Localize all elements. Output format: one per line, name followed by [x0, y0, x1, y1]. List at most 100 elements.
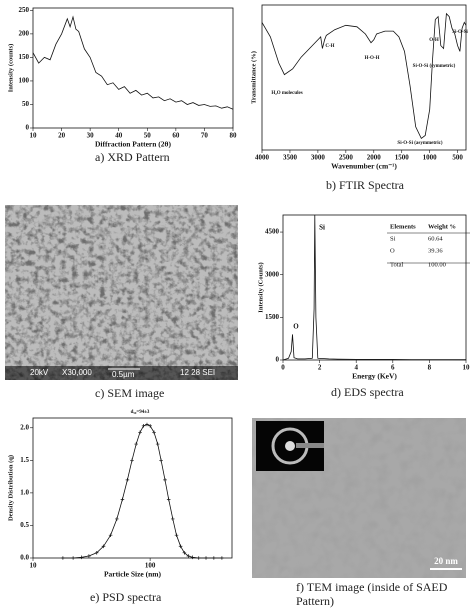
caption: f) TEM image (inside of SAED Pattern): [296, 580, 448, 608]
x-tick-label: 30: [87, 132, 95, 140]
sem-label: X30,000: [62, 368, 92, 377]
data-line: [62, 424, 222, 559]
point: [125, 478, 130, 482]
x-tick-label: 10: [30, 562, 38, 570]
point: [138, 430, 142, 435]
point: [71, 556, 75, 560]
x-tick-label: 10: [463, 364, 471, 372]
point: [155, 442, 160, 446]
y-tick-label: 200: [19, 29, 30, 37]
y-tick-label: 250: [19, 6, 30, 14]
plot-frame: [32, 417, 233, 559]
point: [159, 458, 163, 463]
point: [163, 478, 167, 482]
sem-info-bar: [5, 366, 238, 380]
x-tick-label: 2000: [367, 154, 382, 162]
table-cell: Total: [390, 261, 403, 268]
point: [120, 497, 125, 502]
table-header: Elements: [390, 223, 416, 230]
data-line: [282, 214, 467, 361]
annotation: Si: [319, 224, 325, 232]
point: [212, 556, 216, 560]
point: [94, 550, 99, 555]
point: [174, 533, 179, 538]
y-tick-label: 150: [19, 53, 30, 61]
annotation: Si-O-Si (symmetric): [413, 64, 456, 69]
caption: d) EDS spectra: [331, 385, 404, 399]
x-tick-label: 8: [428, 364, 432, 372]
annotation: C-H: [325, 44, 334, 49]
point: [148, 424, 152, 428]
point: [130, 458, 134, 463]
caption: c) SEM image: [95, 386, 165, 400]
x-tick-label: 40: [115, 132, 123, 140]
annotation: d₅₀=94±3: [131, 410, 150, 415]
x-axis-label: Energy (KeV): [352, 372, 397, 381]
plot-frame: [282, 214, 467, 361]
point: [178, 544, 183, 549]
point: [101, 544, 106, 549]
table-header: Weight %: [428, 223, 456, 230]
saed-center: [285, 441, 295, 451]
x-axis-label: Wavenumber (cm⁻¹): [331, 162, 397, 171]
y-axis-label: Density Distribution (q): [7, 455, 14, 521]
y-axis-label: Intensity (counts): [7, 44, 14, 93]
annotation: Si-O-Si: [452, 30, 468, 35]
annotation: H-O-H: [365, 56, 380, 61]
x-axis-label: Diffraction Pattern (2θ): [95, 140, 171, 149]
y-tick-label: 50: [22, 100, 30, 108]
x-tick-label: 4: [354, 364, 358, 372]
point: [87, 554, 91, 558]
saed-beam-stop: [296, 443, 324, 448]
data-line: [261, 12, 467, 140]
x-tick-label: 1000: [423, 154, 438, 162]
point: [166, 497, 171, 502]
caption: a) XRD Pattern: [95, 150, 170, 164]
table-cell: 60.64: [428, 235, 443, 242]
point: [145, 422, 149, 427]
x-tick-label: 100: [145, 562, 156, 570]
point: [196, 556, 201, 560]
x-tick-label: 500: [452, 154, 463, 162]
point: [115, 517, 119, 521]
y-tick-label: 0: [276, 356, 280, 364]
x-tick-label: 4000: [255, 154, 270, 162]
caption: e) PSD spectra: [90, 590, 162, 604]
point: [204, 556, 208, 560]
point: [170, 517, 175, 521]
plot-frame: [32, 7, 234, 129]
sem-label: 20kV: [30, 368, 49, 377]
annotation: O-H: [429, 38, 439, 43]
x-axis-label: Particle Size (nm): [104, 570, 162, 579]
x-tick-label: 60: [172, 132, 180, 140]
x-tick-label: 3500: [283, 154, 298, 162]
sem-label: 12 28 SEI: [180, 368, 215, 377]
x-tick-label: 2: [318, 364, 322, 372]
table-cell: 100.00: [428, 261, 446, 268]
table-cell: Si: [390, 235, 396, 242]
tem-label: 20 nm: [434, 556, 458, 566]
annotation: H₂O molecules: [271, 91, 302, 96]
point: [186, 554, 191, 558]
point: [190, 555, 195, 560]
y-tick-label: 1500: [265, 313, 280, 321]
annotation: Si-O-Si (asymmetric): [397, 141, 442, 146]
point: [141, 424, 146, 428]
y-tick-label: 0.5: [20, 521, 29, 529]
point: [220, 556, 224, 560]
annotation: O: [293, 323, 299, 331]
table-cell: O: [390, 247, 395, 254]
x-tick-label: 50: [144, 132, 152, 140]
sem-label: 0.5µm: [112, 370, 135, 379]
x-tick-label: 2500: [339, 154, 354, 162]
y-tick-label: 4500: [265, 228, 280, 236]
x-tick-label: 20: [58, 132, 66, 140]
y-tick-label: 100: [19, 77, 30, 85]
x-tick-label: 80: [230, 132, 238, 140]
y-axis-label: Transmittance (%): [250, 51, 257, 104]
y-tick-label: 1.5: [20, 456, 29, 464]
point: [182, 550, 187, 555]
y-tick-label: 0.0: [20, 554, 29, 562]
